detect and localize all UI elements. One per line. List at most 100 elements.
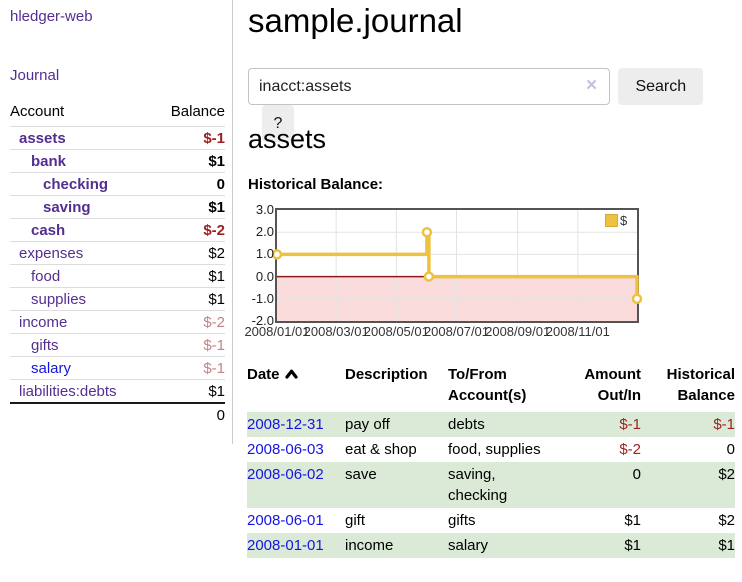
transaction-date-link[interactable]: 2008-06-01: [247, 512, 324, 529]
historical-balance-chart: $ 3.0 2.0 1.0 0.0 -1.0 -2.0 2008/01/01 2008/03/…: [244, 198, 678, 343]
accounts-table: Account Balance assets $-1 bank $1: [10, 100, 225, 427]
account-row: checking 0: [10, 172, 225, 196]
account-balance: $-1: [152, 126, 225, 150]
data-point-marker: [631, 293, 643, 305]
transaction-amount: $-1: [619, 416, 641, 433]
x-axis-tick-label: 2008/03/01: [303, 324, 369, 339]
legend-swatch-icon: [605, 214, 618, 227]
balance-line-chart[interactable]: [271, 210, 643, 321]
x-axis-tick-label: 2008/05/01: [363, 324, 429, 339]
chart-label: Historical Balance:: [248, 176, 384, 193]
transaction-accounts: saving, checking: [448, 466, 508, 504]
sidebar: hledger-web Journal Account Balance asse…: [0, 0, 233, 444]
chart-legend: $: [604, 213, 629, 228]
account-link[interactable]: salary: [31, 360, 72, 377]
account-balance: $1: [152, 149, 225, 173]
account-balance: $1: [152, 195, 225, 219]
account-link[interactable]: assets: [19, 130, 66, 147]
transaction-date-link[interactable]: 2008-01-01: [247, 537, 324, 554]
account-balance: $1: [152, 287, 225, 311]
account-row: income $-2: [10, 310, 225, 334]
account-link[interactable]: cash: [31, 222, 66, 239]
account-row: cash $-2: [10, 218, 225, 242]
data-point-marker: [271, 249, 283, 260]
account-link[interactable]: expenses: [19, 245, 84, 262]
account-balance: $-2: [152, 310, 225, 334]
register-header-description: Description: [345, 366, 428, 383]
search-button[interactable]: Search: [618, 68, 704, 105]
clear-search-icon[interactable]: ×: [586, 75, 598, 96]
account-heading: assets: [248, 124, 327, 154]
page-title: sample.journal: [248, 2, 463, 39]
sidebar-item-journal[interactable]: Journal: [10, 67, 60, 84]
transaction-description: income: [345, 537, 394, 554]
transaction-description: save: [345, 466, 377, 483]
account-link[interactable]: income: [19, 314, 68, 331]
y-axis-tick-label: 2.0: [255, 224, 274, 240]
data-point-marker: [423, 271, 435, 282]
transaction-amount: $1: [624, 537, 641, 554]
y-axis-tick-label: 1.0: [255, 246, 274, 262]
transaction-description: pay off: [345, 416, 390, 433]
x-axis-tick-label: 2008/01/01: [244, 324, 310, 339]
accounts-header-balance: Balance: [170, 103, 225, 120]
search-input[interactable]: [248, 68, 610, 105]
account-row: supplies $1: [10, 287, 225, 311]
transaction-description: eat & shop: [345, 441, 417, 458]
account-row: food $1: [10, 264, 225, 288]
transaction-balance: $-1: [713, 416, 735, 433]
account-link[interactable]: supplies: [31, 291, 87, 308]
transaction-date-link[interactable]: 2008-12-31: [247, 416, 324, 433]
transaction-date-link[interactable]: 2008-06-03: [247, 441, 324, 458]
help-button[interactable]: ?: [262, 105, 294, 142]
account-balance: $-2: [152, 218, 225, 242]
transaction-accounts: gifts: [448, 512, 476, 529]
transaction-amount: $1: [624, 512, 641, 529]
register-row: 2008-12-31 pay off debts $-1 $-1: [247, 412, 735, 437]
y-axis-tick-label: 0.0: [255, 268, 274, 284]
register-table: Date Description To/From Account(s) Amou…: [247, 360, 735, 558]
data-point-marker: [421, 226, 433, 238]
transaction-accounts: salary: [448, 537, 489, 554]
transaction-balance: $1: [718, 537, 735, 554]
x-axis-tick-label: 2008/09/01: [485, 324, 551, 339]
x-axis-tick-label: 2008/11/01: [545, 324, 610, 339]
transaction-amount: 0: [632, 466, 641, 483]
transaction-amount: $-2: [619, 441, 641, 458]
account-link[interactable]: food: [31, 268, 61, 285]
register-row: 2008-01-01 income salary $1 $1: [247, 533, 735, 558]
transaction-balance: 0: [726, 441, 735, 458]
account-row: salary $-1: [10, 356, 225, 380]
y-axis-tick-label: -2.0: [251, 313, 274, 328]
search-form: × Search ?: [248, 68, 740, 142]
account-row: expenses $2: [10, 241, 225, 265]
transaction-date-link[interactable]: 2008-06-02: [247, 466, 324, 483]
transaction-balance: $2: [718, 466, 735, 483]
account-balance: $-1: [152, 356, 225, 380]
account-row: gifts $-1: [10, 333, 225, 357]
register-header-accounts: To/From Account(s): [448, 366, 527, 404]
transaction-accounts: food, supplies: [448, 441, 541, 458]
x-axis-tick-label: 2008/07/01: [423, 324, 490, 339]
register-row: 2008-06-02 save saving, checking 0 $2: [247, 462, 735, 508]
y-axis-tick-label: 3.0: [255, 202, 274, 217]
account-row: saving $1: [10, 195, 225, 219]
account-link[interactable]: checking: [43, 176, 109, 193]
y-axis-tick-label: -1.0: [251, 290, 274, 306]
account-balance: $-1: [152, 333, 225, 357]
account-link[interactable]: gifts: [31, 337, 59, 354]
account-link[interactable]: bank: [31, 153, 67, 170]
account-row: assets $-1: [10, 126, 225, 150]
account-link[interactable]: saving: [43, 199, 91, 216]
account-balance: 0: [152, 172, 225, 196]
transaction-accounts: debts: [448, 416, 485, 433]
transaction-description: gift: [345, 512, 366, 529]
account-balance: $1: [152, 264, 225, 288]
register-header-date[interactable]: Date: [247, 360, 345, 412]
app-title-link[interactable]: hledger-web: [10, 8, 93, 25]
accounts-header-account: Account: [10, 103, 65, 120]
account-link[interactable]: liabilities:debts: [19, 383, 117, 400]
account-balance: $1: [152, 379, 225, 403]
account-row: liabilities:debts $1: [10, 379, 225, 403]
